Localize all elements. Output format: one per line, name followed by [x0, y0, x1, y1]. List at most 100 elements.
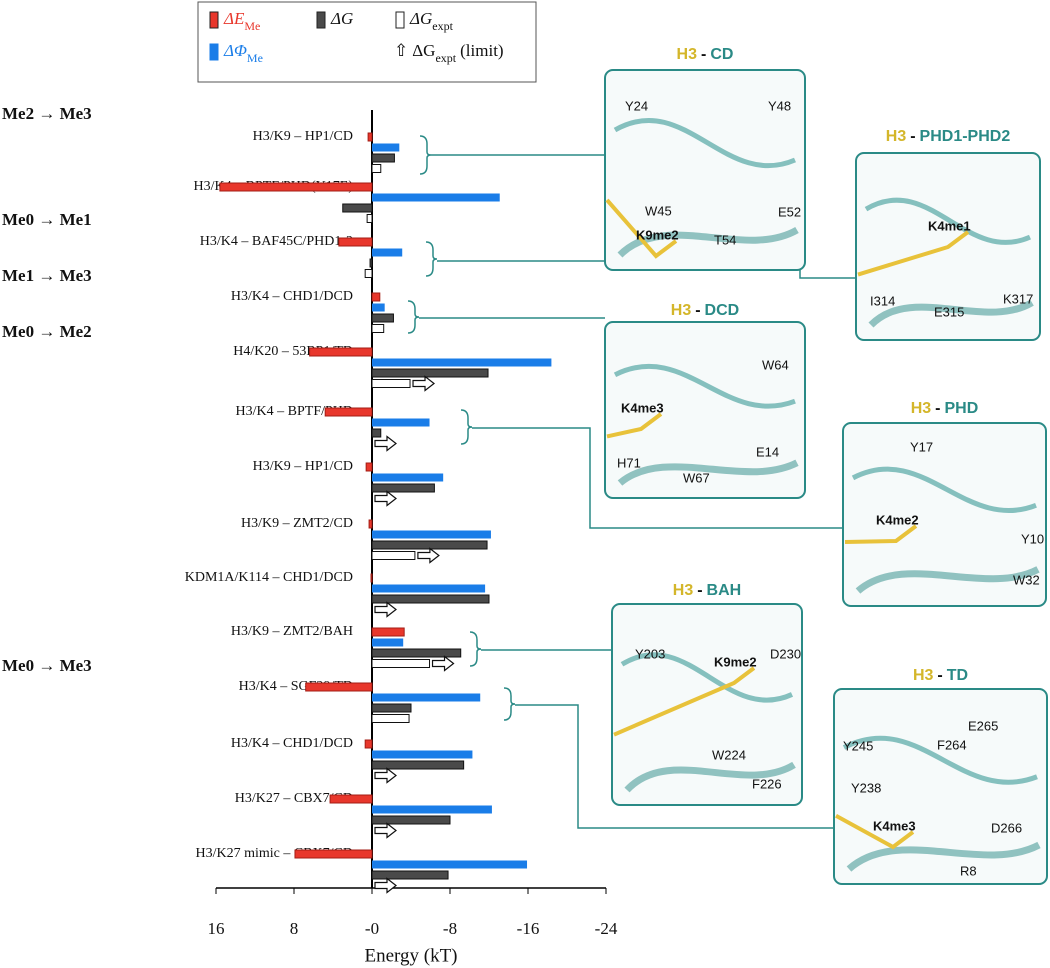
- x-axis-label: Energy (kT): [364, 945, 457, 966]
- ribbon: [851, 466, 1037, 514]
- legend-text: expt: [432, 19, 453, 33]
- residue-label: W32: [1013, 572, 1040, 587]
- limit-arrow: [374, 490, 397, 507]
- inset-title-name: PHD: [945, 400, 979, 417]
- category-label: H3/K9 – ZMT2/BAH: [231, 624, 353, 639]
- inset-title-h3: H3: [886, 128, 907, 145]
- inset-title-name: PHD1-PHD2: [920, 128, 1011, 145]
- limit-arrow: [374, 767, 397, 784]
- legend-text: ΔE: [223, 9, 245, 28]
- x-tick-label: -0: [365, 919, 379, 938]
- bar: [372, 303, 385, 312]
- legend-swatch: [209, 43, 219, 61]
- bar: [367, 132, 373, 142]
- bar: [371, 648, 462, 658]
- legend-text: ⇧: [394, 41, 408, 60]
- bar: [372, 584, 486, 593]
- legend-box: [197, 1, 537, 83]
- ribbon: [868, 299, 1034, 328]
- inset-title-sep: -: [701, 46, 706, 63]
- bar: [372, 693, 481, 702]
- inset-title-sep: -: [910, 128, 915, 145]
- x-tick-label: 8: [290, 919, 299, 938]
- residue-label: Y24: [625, 98, 648, 113]
- category-label: KDM1A/K114 – CHD1/DCD: [185, 570, 353, 585]
- legend-entry: ΔΦMe: [223, 41, 263, 65]
- limit-arrow: [412, 375, 436, 392]
- legend-swatch: [395, 11, 405, 29]
- bar: [371, 292, 381, 302]
- residue-label: E52: [778, 204, 801, 219]
- ribbon: [617, 459, 799, 486]
- legend-text: ΔG: [330, 9, 353, 28]
- bar: [371, 483, 435, 493]
- residue-label: T54: [714, 232, 736, 247]
- legend-limit: ⇧ ΔGexpt (limit): [394, 41, 504, 65]
- limit-arrow: [374, 601, 397, 618]
- category-label: H3/K4 – BAF45C/PHD1-2: [200, 234, 353, 249]
- bar: [372, 418, 430, 427]
- residue-label: Y238: [851, 780, 881, 795]
- inset-title-h3: H3: [677, 46, 698, 63]
- category-label: H3/K4 – CHD1/DCD: [231, 736, 353, 751]
- ligand-label: K4me2: [876, 512, 919, 527]
- legend-text: expt: [435, 51, 456, 65]
- legend-entry: ΔEMe: [223, 9, 260, 33]
- inset-title-name: CD: [710, 46, 733, 63]
- residue-label: F264: [937, 737, 967, 752]
- x-tick-label: -8: [443, 919, 457, 938]
- inset-title-h3: H3: [911, 400, 932, 417]
- bar: [371, 368, 489, 378]
- inset-title: H3- CD: [677, 46, 734, 63]
- legend-entry: ΔGexpt: [409, 9, 454, 33]
- ligand-label: K4me1: [928, 218, 971, 233]
- bar: [368, 519, 373, 529]
- bar: [369, 258, 373, 268]
- residue-label: Y48: [768, 98, 791, 113]
- legend-swatch: [209, 11, 219, 29]
- bar: [309, 347, 373, 357]
- ligand-label: K4me3: [621, 400, 664, 415]
- ribbon: [846, 841, 1041, 872]
- residue-label: W67: [683, 470, 710, 485]
- legend-text: (limit): [460, 41, 503, 60]
- inset-title-name: BAH: [707, 582, 742, 599]
- bar: [219, 182, 373, 192]
- bar: [294, 849, 373, 859]
- bar: [372, 473, 444, 482]
- limit-arrow: [374, 822, 397, 839]
- category-label: H3/K4 – BPTF/PHD: [236, 404, 353, 419]
- bar: [372, 358, 552, 367]
- inset-title: H3- BAH: [673, 582, 741, 599]
- bar: [371, 870, 449, 880]
- bar: [372, 750, 473, 759]
- residue-label: Y17: [910, 439, 933, 454]
- ligand-stick: [857, 230, 970, 277]
- bar: [371, 815, 451, 825]
- residue-label: D266: [991, 820, 1022, 835]
- bar: [371, 760, 465, 770]
- legend-text: Me: [247, 51, 263, 65]
- bar: [372, 860, 528, 869]
- residue-label: W64: [762, 357, 789, 372]
- bar: [371, 551, 416, 560]
- legend-text: ΔG: [412, 41, 435, 60]
- bar: [370, 573, 373, 583]
- ligand-label: K9me2: [714, 654, 757, 669]
- ribbon: [617, 226, 799, 258]
- legend-text: ΔG: [409, 9, 432, 28]
- ligand-label: K9me2: [636, 227, 679, 242]
- group-label: Me2 → Me3: [2, 104, 92, 123]
- category-label: H3/K4 – CHD1/DCD: [231, 289, 353, 304]
- ribbon: [864, 197, 1032, 245]
- ribbon: [613, 363, 796, 409]
- bar: [371, 153, 395, 163]
- ligand-stick: [605, 198, 678, 259]
- limit-arrow: [431, 655, 455, 672]
- category-label: H3/K9 – HP1/CD: [253, 129, 353, 144]
- inset-title-h3: H3: [913, 667, 934, 684]
- connectors: [407, 135, 856, 829]
- bar: [371, 594, 490, 604]
- bar: [372, 248, 403, 257]
- bar: [371, 164, 382, 173]
